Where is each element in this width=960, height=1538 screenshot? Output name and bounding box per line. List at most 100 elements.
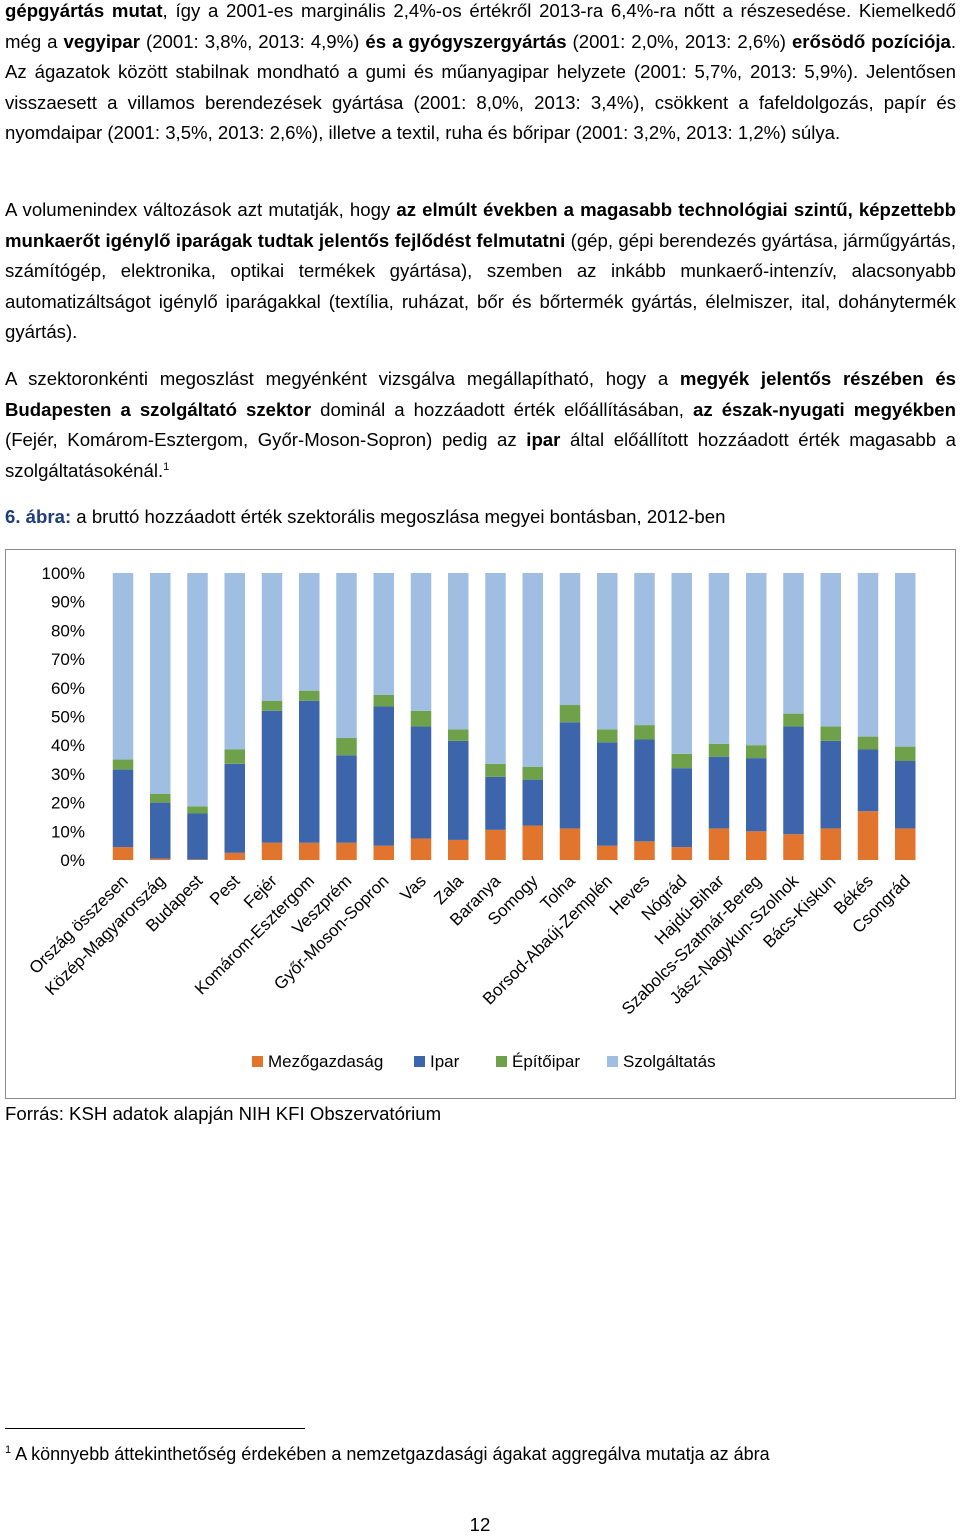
bar-segment-ipar bbox=[336, 755, 357, 843]
bar-segment-ipar bbox=[485, 776, 506, 830]
bar-segment-szolgáltatás bbox=[559, 573, 581, 706]
bar-segment-szolgáltatás bbox=[857, 573, 879, 737]
bar-segment-ipar bbox=[299, 700, 320, 843]
bold-phrase: az észak-nyugati megyékben bbox=[693, 398, 957, 420]
bar-segment-mezőgazdaság bbox=[895, 828, 916, 860]
bar-segment-építőipar bbox=[410, 710, 432, 727]
bar-segment-mezőgazdaság bbox=[857, 811, 879, 860]
text-run: (Fejér, Komárom-Esztergom, Győr-Moson-So… bbox=[5, 429, 527, 450]
legend-swatch bbox=[414, 1056, 425, 1067]
bar-segment-ipar bbox=[448, 740, 469, 840]
bar-segment-ipar bbox=[857, 749, 879, 812]
bar-segment-építőipar bbox=[746, 745, 767, 759]
legend-label: Mezőgazdaság bbox=[268, 1052, 383, 1071]
bar-segment-ipar bbox=[522, 779, 543, 826]
paragraph-volume-index: A volumenindex változások azt mutatják, … bbox=[5, 195, 956, 348]
bar-segment-mezőgazdaság bbox=[634, 841, 655, 860]
bar-segment-építőipar bbox=[187, 806, 208, 814]
bar-segment-szolgáltatás bbox=[112, 573, 134, 760]
bar-segment-építőipar bbox=[485, 763, 506, 777]
bar-segment-építőipar bbox=[708, 743, 730, 757]
bar-segment-építőipar bbox=[857, 736, 879, 750]
paragraph-sector-distribution: A szektoronkénti megoszlást megyénként v… bbox=[5, 364, 956, 486]
bar-segment-ipar bbox=[112, 769, 134, 848]
text-run: . Az ágazatok között stabilnak mondható … bbox=[5, 30, 957, 144]
bar-segment-építőipar bbox=[522, 766, 543, 780]
legend-swatch bbox=[607, 1056, 618, 1067]
y-tick-label: 0% bbox=[60, 851, 85, 870]
legend-swatch bbox=[496, 1056, 507, 1067]
bar-segment-ipar bbox=[261, 710, 283, 843]
bar-segment-mezőgazdaság bbox=[746, 831, 767, 860]
bar-segment-szolgáltatás bbox=[597, 573, 618, 730]
bar-segment-szolgáltatás bbox=[708, 573, 730, 744]
footnote: 1 A könnyebb áttekinthetőség érdekében a… bbox=[5, 1440, 770, 1468]
bar-segment-szolgáltatás bbox=[336, 573, 357, 739]
bar-segment-építőipar bbox=[559, 705, 581, 723]
bar-segment-mezőgazdaság bbox=[112, 847, 134, 860]
bar-segment-szolgáltatás bbox=[485, 573, 506, 764]
y-tick-label: 70% bbox=[51, 650, 85, 669]
bar-segment-ipar bbox=[597, 742, 618, 846]
legend-label: Szolgáltatás bbox=[623, 1052, 716, 1071]
bar-segment-építőipar bbox=[634, 725, 655, 740]
text-run: A szektoronkénti megoszlást megyénként v… bbox=[5, 368, 680, 389]
figure-number: 6. ábra: bbox=[5, 506, 72, 527]
bar-segment-mezőgazdaság bbox=[373, 845, 394, 860]
bar-segment-szolgáltatás bbox=[634, 573, 655, 726]
bar-segment-mezőgazdaság bbox=[597, 845, 618, 860]
bold-phrase: az elmúlt években a magasabb technológia… bbox=[5, 199, 956, 251]
bar-segment-építőipar bbox=[820, 726, 841, 741]
bold-phrase: gépgyártás mutat bbox=[5, 0, 163, 21]
bar-segment-szolgáltatás bbox=[410, 573, 432, 711]
bar-segment-ipar bbox=[783, 726, 804, 835]
bar-segment-építőipar bbox=[895, 746, 916, 761]
bar-segment-mezőgazdaság bbox=[522, 825, 543, 860]
bar-segment-szolgáltatás bbox=[522, 573, 543, 767]
bar-segment-szolgáltatás bbox=[783, 573, 804, 714]
x-tick-label: Pest bbox=[206, 871, 244, 909]
legend-label: Ipar bbox=[430, 1052, 460, 1071]
bold-phrase: megyék jelentős részében és Budapesten a… bbox=[5, 368, 956, 420]
footnote-reference[interactable]: 1 bbox=[163, 460, 170, 473]
y-tick-label: 20% bbox=[51, 794, 85, 813]
page-number: 12 bbox=[469, 1514, 491, 1535]
bar-segment-szolgáltatás bbox=[261, 573, 283, 701]
y-tick-label: 50% bbox=[51, 708, 85, 727]
bar-segment-építőipar bbox=[597, 729, 618, 743]
y-tick-label: 60% bbox=[51, 679, 85, 698]
bar-segment-ipar bbox=[187, 813, 208, 860]
bar-segment-építőipar bbox=[261, 700, 283, 711]
bar-segment-építőipar bbox=[224, 749, 245, 764]
footnote-text: A könnyebb áttekinthetőség érdekében a n… bbox=[11, 1444, 770, 1464]
text-run: , így a 2001-es marginális 2,4%-os érték… bbox=[5, 0, 956, 52]
bar-segment-építőipar bbox=[671, 753, 692, 769]
paragraph-industry-shares: gépgyártás mutat, így a 2001-es marginál… bbox=[5, 0, 956, 149]
stacked-bar-chart: 0% 10% 20% 30% 40% 50% 60% 70% 80% 90% 100% Ország … bbox=[5, 549, 956, 1099]
figure-caption: 6. ábra: a bruttó hozzáadott érték szekt… bbox=[5, 502, 725, 532]
bar-segment-mezőgazdaság bbox=[783, 834, 804, 860]
bar-segment-építőipar bbox=[448, 729, 469, 741]
bar-segment-mezőgazdaság bbox=[187, 859, 208, 860]
bar-segment-mezőgazdaság bbox=[336, 842, 357, 860]
text-run: (2001: 3,8%, 2013: 4,9%) bbox=[140, 30, 366, 52]
bar-segment-szolgáltatás bbox=[448, 573, 469, 730]
bar-segment-mezőgazdaság bbox=[299, 842, 320, 860]
bar-segment-mezőgazdaság bbox=[671, 847, 692, 860]
bold-phrase: vegyipar bbox=[63, 30, 140, 52]
bar-segment-ipar bbox=[746, 758, 767, 832]
bar-segment-ipar bbox=[671, 768, 692, 848]
bar-segment-szolgáltatás bbox=[895, 573, 916, 747]
legend-label: Építőipar bbox=[512, 1052, 580, 1071]
bar-segment-ipar bbox=[150, 802, 171, 859]
chart-canvas: 0%10%20%30%40%50%60%70%80%90%100%Ország … bbox=[26, 564, 916, 1071]
bold-phrase: erősödő pozíciója bbox=[791, 30, 951, 52]
y-tick-label: 10% bbox=[51, 822, 85, 841]
text-run: által előállított hozzáadott érték magas… bbox=[5, 429, 956, 481]
bar-segment-ipar bbox=[708, 756, 730, 829]
bar-segment-építőipar bbox=[299, 690, 320, 701]
bar-segment-mezőgazdaság bbox=[485, 829, 506, 860]
footnote-divider bbox=[5, 1428, 305, 1429]
bar-segment-szolgáltatás bbox=[373, 573, 394, 695]
text-run: dominál a hozzáadott érték előállításába… bbox=[311, 398, 694, 420]
